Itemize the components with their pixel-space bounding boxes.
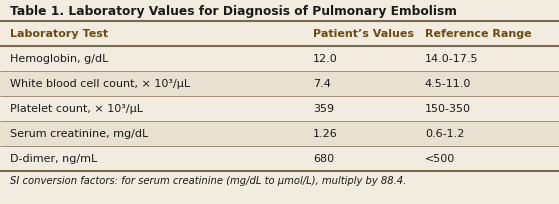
Text: 14.0-17.5: 14.0-17.5: [425, 54, 479, 64]
Bar: [0, 22, 559, 47]
Text: Serum creatinine, mg/dL: Serum creatinine, mg/dL: [10, 129, 148, 139]
Text: Patient’s Values: Patient’s Values: [313, 29, 414, 39]
Text: 359: 359: [313, 104, 334, 114]
Bar: [0, 146, 559, 171]
Text: SI conversion factors: for serum creatinine (mg/dL to μmol/L), multiply by 88.4.: SI conversion factors: for serum creatin…: [10, 175, 406, 185]
Bar: [0, 96, 559, 121]
Text: Reference Range: Reference Range: [425, 29, 532, 39]
Text: Platelet count, × 10³/μL: Platelet count, × 10³/μL: [10, 104, 143, 114]
Bar: [0, 72, 559, 96]
Bar: [0, 121, 559, 146]
Text: 7.4: 7.4: [313, 79, 331, 89]
Text: 150-350: 150-350: [425, 104, 471, 114]
Text: Table 1. Laboratory Values for Diagnosis of Pulmonary Embolism: Table 1. Laboratory Values for Diagnosis…: [10, 4, 456, 17]
Text: Hemoglobin, g/dL: Hemoglobin, g/dL: [10, 54, 108, 64]
Text: <500: <500: [425, 154, 455, 164]
Text: 680: 680: [313, 154, 334, 164]
Text: D-dimer, ng/mL: D-dimer, ng/mL: [10, 154, 97, 164]
Bar: [0, 47, 559, 72]
Text: 0.6-1.2: 0.6-1.2: [425, 129, 464, 139]
Text: Laboratory Test: Laboratory Test: [10, 29, 108, 39]
Text: White blood cell count, × 10³/μL: White blood cell count, × 10³/μL: [10, 79, 190, 89]
Bar: [0, 0, 559, 22]
Bar: [0, 184, 559, 204]
Text: 1.26: 1.26: [313, 129, 338, 139]
Text: 12.0: 12.0: [313, 54, 338, 64]
Text: 4.5-11.0: 4.5-11.0: [425, 79, 471, 89]
